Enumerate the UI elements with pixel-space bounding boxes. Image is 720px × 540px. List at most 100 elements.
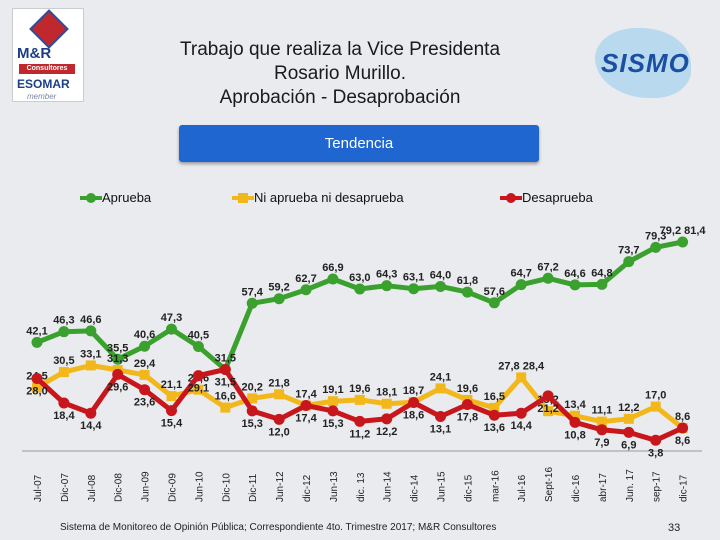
point-2-6: [192, 370, 204, 382]
data-label-2-22: 6,9: [621, 439, 636, 451]
data-label-2-11: 15,3: [322, 418, 343, 430]
data-label-2-9: 12,0: [268, 426, 289, 438]
footer-text: Sistema de Monitoreo de Opinión Pública;…: [60, 522, 497, 533]
data-label-0-1: 46,3: [53, 315, 74, 327]
data-label-2-18: 14,4: [510, 420, 532, 432]
data-label-1-9: 21,8: [268, 377, 289, 389]
legend-marker-1: [238, 193, 248, 203]
x-tick-label-22: Jun. 17: [625, 469, 636, 502]
x-tick-label-24: dic-17: [679, 474, 690, 502]
nicaragua-map-icon: [595, 28, 691, 98]
point-0-15: [435, 280, 446, 292]
x-tick-label-16: dic-15: [463, 474, 474, 502]
point-0-1: [58, 326, 70, 338]
point-1-18: [516, 372, 527, 383]
legend-label-2: Desaprueba: [522, 190, 594, 205]
data-label-0-12: 63,0: [349, 272, 370, 284]
x-tick-label-9: Jun-12: [275, 471, 286, 502]
x-tick-label-20: dic-16: [571, 474, 582, 502]
point-1-1: [58, 367, 69, 378]
data-label-1-17: 16,5: [484, 391, 505, 403]
data-label-1-13: 18,1: [376, 387, 397, 399]
point-2-14: [408, 396, 420, 408]
data-label-0-17: 57,6: [484, 286, 505, 298]
point-2-3: [112, 368, 124, 380]
data-label-0-16: 61,8: [457, 275, 478, 287]
point-2-11: [327, 405, 339, 417]
title-line-1: Trabajo que realiza la Vice Presidenta: [179, 39, 501, 60]
data-label-0-10: 62,7: [295, 273, 316, 285]
title-line-3: Aprobación - Desaprobación: [219, 87, 461, 108]
data-label-1-12: 19,6: [349, 383, 370, 395]
data-label-2-12: 11,2: [349, 428, 370, 440]
data-label-2-24: 8,6: [675, 435, 690, 447]
point-2-13: [381, 413, 393, 425]
x-tick-label-1: Dic-07: [60, 473, 71, 502]
data-label-1-15: 24,1: [430, 371, 451, 383]
legend-marker-2: [506, 193, 516, 203]
point-0-20: [569, 279, 581, 291]
point-1-4: [139, 369, 150, 380]
point-1-19: [543, 406, 554, 417]
point-1-15: [435, 383, 446, 394]
point-1-21: [596, 416, 607, 427]
point-0-24: [677, 236, 689, 248]
point-0-5: [166, 323, 177, 335]
point-0-4: [139, 340, 151, 352]
point-1-7: [220, 402, 231, 413]
data-label-0-21: 64,8: [591, 267, 612, 279]
x-tick-label-7: Dic-10: [221, 473, 232, 502]
data-label-1-23: 17,0: [645, 390, 666, 402]
point-2-5: [166, 405, 177, 417]
point-2-17: [488, 409, 500, 421]
data-label-2-19: 21,2: [537, 403, 558, 415]
x-tick-label-23: sep-17: [652, 471, 663, 502]
point-1-23: [650, 401, 661, 412]
x-tick-label-14: dic-14: [410, 474, 421, 502]
point-0-16: [461, 286, 473, 298]
x-tick-label-10: dic-12: [302, 474, 313, 502]
data-label-2-3: 29,6: [107, 381, 128, 393]
x-tick-label-8: Dic-11: [248, 473, 259, 502]
point-0-19: [542, 272, 554, 284]
point-2-7: [219, 364, 231, 375]
data-label-1-8: 20,2: [241, 381, 262, 393]
point-2-1: [58, 397, 70, 409]
data-label-0-3: 35,5: [107, 342, 128, 354]
data-label-2-16: 17,8: [457, 412, 478, 424]
tendencia-button[interactable]: Tendencia: [179, 125, 539, 162]
point-2-8: [246, 405, 258, 417]
data-label-1-1: 30,5: [53, 355, 74, 367]
point-0-2: [85, 325, 97, 337]
legend-marker-0: [86, 193, 96, 203]
data-label-2-15: 13,1: [430, 424, 451, 436]
sismo-logo: SISMO: [585, 24, 705, 104]
x-tick-label-13: Jun-14: [383, 471, 394, 502]
point-2-19: [542, 390, 554, 402]
point-0-3: [112, 353, 124, 365]
data-label-0-9: 59,2: [268, 282, 289, 294]
point-2-4: [139, 384, 151, 396]
data-label-2-14: 18,6: [403, 409, 424, 421]
x-tick-label-11: Jun-13: [329, 471, 340, 502]
data-label-0-7: 31,5: [215, 353, 236, 365]
logo-cube-icon: [29, 9, 69, 49]
x-tick-label-5: Dic-09: [168, 473, 179, 502]
data-label-2-6: 29,1: [188, 383, 209, 395]
point-0-10: [300, 284, 312, 296]
data-label-2-2: 14,4: [80, 420, 102, 432]
logo-line4: member: [27, 92, 57, 101]
data-label-1-24: 8,6: [675, 411, 690, 423]
data-label-1-11: 19,1: [322, 384, 343, 396]
mr-consultores-logo: M&R Consultores ESOMAR member: [12, 8, 84, 102]
point-1-0: [32, 382, 42, 393]
point-0-23: [650, 241, 662, 253]
data-label-0-24: 79,2 81,4: [660, 225, 707, 237]
point-0-9: [273, 293, 285, 305]
point-2-15: [435, 411, 446, 423]
point-2-23: [650, 434, 662, 446]
x-tick-label-3: Dic-08: [114, 473, 125, 502]
data-label-0-20: 64,6: [564, 268, 585, 280]
data-label-1-14: 18,7: [403, 385, 424, 397]
data-label-1-18: 27,8 28,4: [498, 360, 545, 372]
